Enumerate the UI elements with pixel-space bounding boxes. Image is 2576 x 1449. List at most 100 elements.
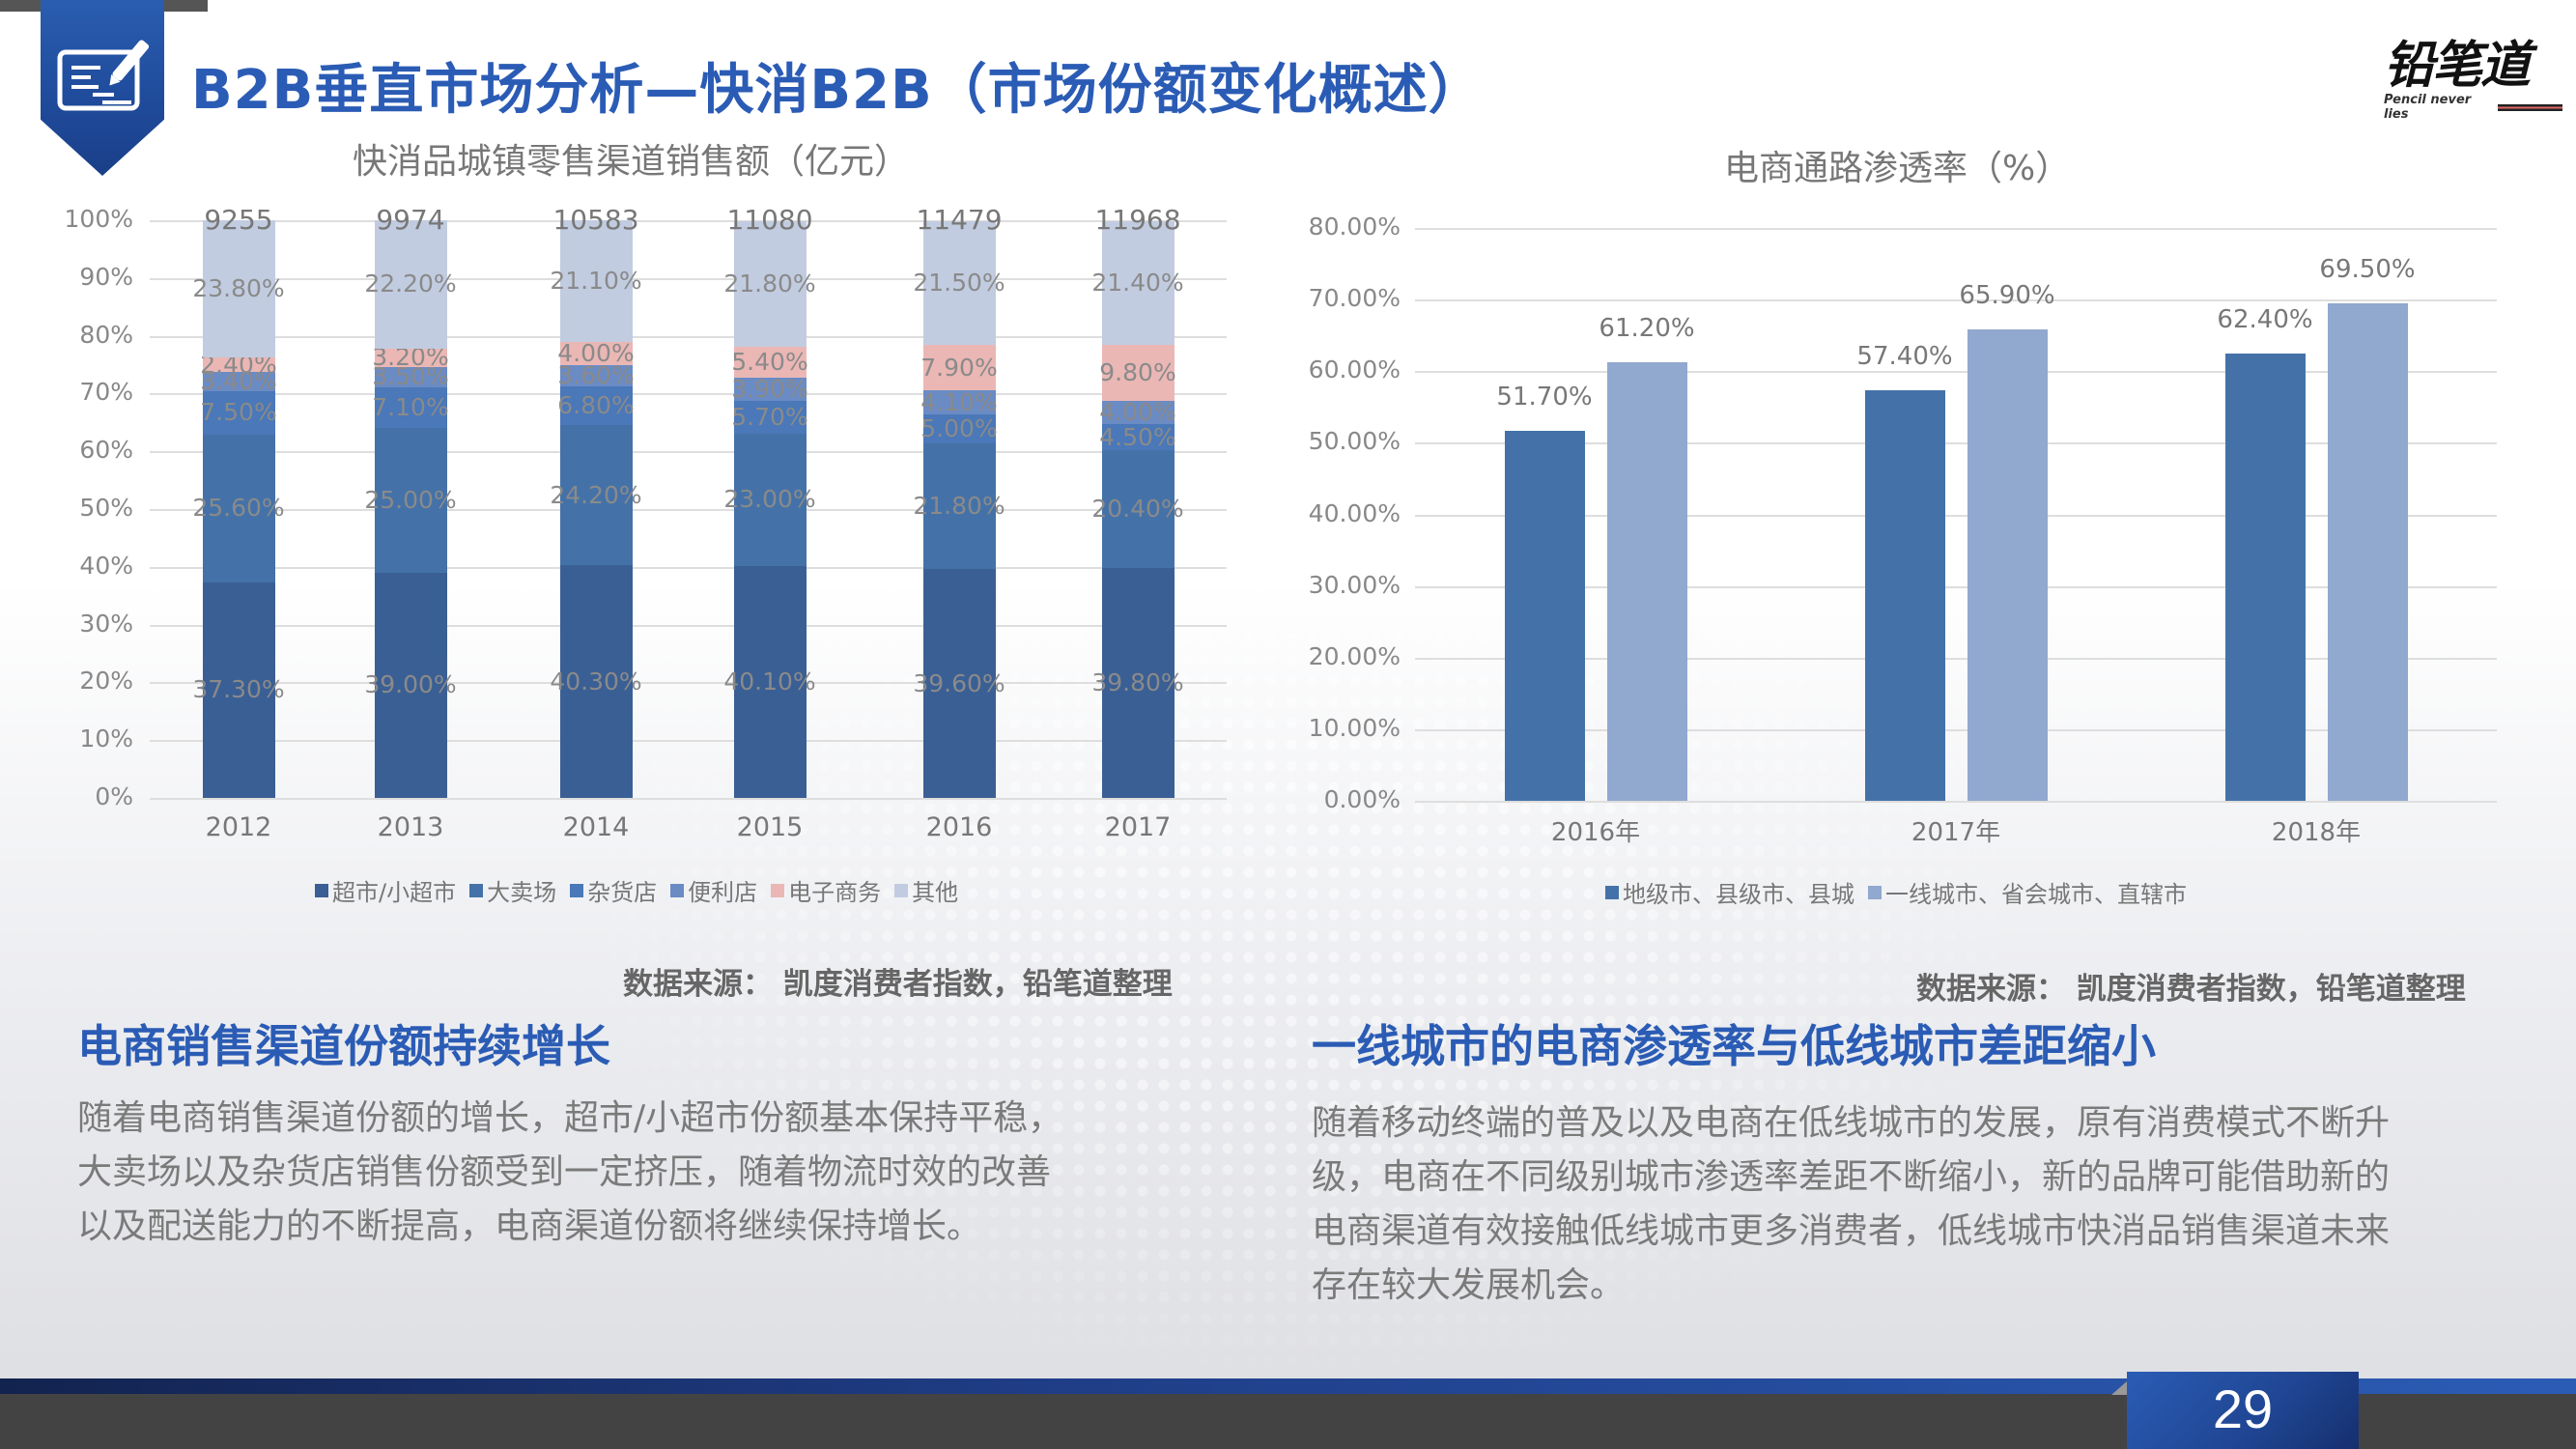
bar [2327,302,2408,801]
y-tick-label: 70.00% [1308,284,1401,313]
x-tick-label: 2013 [377,812,444,842]
legend-label: 电子商务 [788,879,882,906]
legend-item: 一线城市、省会城市、直辖市 [1868,875,2187,909]
page-number: 29 [2212,1378,2274,1439]
gridline [1415,228,2497,230]
bar-segment [374,220,447,349]
gridline [150,277,1227,280]
legend-item: 便利店 [670,873,757,907]
right-section-heading: 一线城市的电商渗透率与低线城市差距缩小 [1312,1020,2156,1072]
left-chart-title: 快消品城镇零售渠道销售额（亿元） [353,142,910,182]
bar-segment [733,400,807,434]
gridline [1415,442,2497,445]
gridline [1415,299,2497,302]
bar-segment [733,433,807,567]
bar-segment [1101,401,1175,425]
gridline [150,624,1227,627]
left-data-source: 数据来源： 凯度消费者指数，铅笔道整理 [623,967,1173,1002]
gridline [1415,585,2497,588]
footer-blue-band [0,1378,2576,1394]
x-tick-label: 2017 [1104,812,1172,842]
legend-label: 杂货店 [587,879,658,906]
bar-segment [733,378,807,401]
body-line: 电商渠道有效接触低线城市更多消费者，低线城市快消品销售渠道未来 [1312,1211,2391,1251]
y-tick-label: 60% [79,436,133,465]
x-tick-label: 2018年 [2271,818,2362,847]
gridline [150,451,1227,454]
bar-segment [202,582,275,798]
y-tick-label: 80% [79,320,133,349]
y-tick-label: 50.00% [1308,427,1401,456]
bar-segment [1101,220,1175,345]
segment-value-label: 5.40% [731,348,808,377]
gridline [150,509,1227,511]
bar-segment [374,572,447,798]
logo-text: 铅笔道 [2384,37,2531,95]
legend-label: 地级市、县级市、县城 [1623,881,1854,908]
bar-segment [559,342,633,366]
segment-value-label: 23.00% [723,485,816,514]
segment-value-label: 3.90% [731,374,808,403]
bar-segment [202,434,275,582]
bar-segment [733,566,807,798]
segment-value-label: 6.80% [557,390,635,419]
bar-segment [1101,424,1175,450]
y-tick-label: 20.00% [1308,641,1401,670]
right-section-body: 随着移动终端的普及以及电商在低线城市的发展，原有消费模式不断升 级，电商在不同级… [1312,1096,2390,1313]
bar-segment [559,220,633,343]
body-line: 级，电商在不同级别城市渗透率差距不断缩小，新的品牌可能借助新的 [1312,1157,2391,1197]
segment-value-label: 4.10% [920,387,998,416]
bar-segment [922,390,996,414]
x-tick-label: 2015 [736,812,804,842]
legend-item: 超市/小超市 [315,873,456,907]
segment-value-label: 24.20% [550,480,642,509]
bar-value-label: 61.20% [1599,314,1695,344]
total-sales-label: 11479 [916,204,1003,236]
body-line: 随着移动终端的普及以及电商在低线城市的发展，原有消费模式不断升 [1312,1103,2391,1143]
bar-segment [1101,567,1175,798]
bar-segment [559,565,633,798]
gridline [1415,657,2497,660]
x-tick-label: 2014 [562,812,630,842]
y-tick-label: 10% [79,724,133,753]
segment-value-label: 21.40% [1091,268,1184,297]
gridline [1415,801,2497,803]
legend-swatch [469,883,484,897]
y-tick-label: 90% [79,262,133,291]
page-number-tab [2127,1372,2359,1449]
gridline [1415,728,2497,731]
bar-segment [922,345,996,391]
gridline [1415,371,2497,374]
left-section-body: 随着电商销售渠道份额的增长，超市/小超市份额基本保持平稳， 大卖场以及杂货店销售… [77,1092,1062,1254]
segment-value-label: 39.80% [1091,668,1184,696]
legend-label: 其他 [912,879,959,906]
y-tick-label: 20% [79,667,133,696]
y-tick-label: 40% [79,551,133,580]
bar [1504,430,1585,801]
left-chart-legend: 超市/小超市 大卖场 杂货店 便利店 电子商务 其他 [315,873,958,907]
segment-value-label: 4.50% [1099,422,1176,451]
world-map-dot-background [580,628,2028,1381]
segment-value-label: 7.50% [200,398,277,427]
bar-segment [1101,344,1175,402]
segment-value-label: 3.60% [557,360,635,389]
right-data-source: 数据来源： 凯度消费者指数，铅笔道整理 [1916,972,2466,1007]
segment-value-label: 21.50% [913,268,1005,297]
segment-value-label: 25.60% [192,494,285,523]
segment-value-label: 4.00% [1099,398,1176,427]
segment-value-label: 40.10% [723,668,816,696]
total-sales-label: 11080 [726,204,813,236]
legend-swatch [771,883,785,897]
body-line: 随着电商销售渠道份额的增长，超市/小超市份额基本保持平稳， [77,1098,1063,1138]
y-tick-label: 70% [79,378,133,407]
segment-value-label: 3.50% [372,362,449,391]
gridline [150,393,1227,396]
bar-value-label: 51.70% [1496,382,1593,412]
bar-value-label: 57.40% [1856,341,1953,371]
segment-value-label: 21.10% [550,267,642,296]
segment-value-label: 3.40% [200,366,277,395]
segment-value-label: 39.00% [364,670,457,699]
gridline [150,220,1227,222]
segment-value-label: 21.80% [723,269,816,298]
x-tick-label: 2016年 [1550,818,1641,847]
